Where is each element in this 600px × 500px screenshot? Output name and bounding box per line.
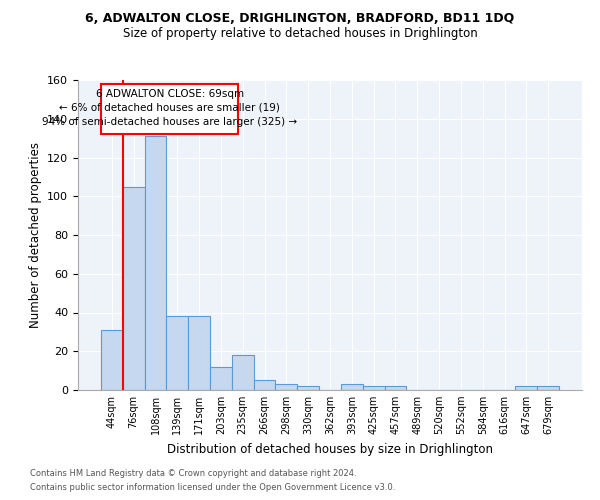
Bar [101,84,238,134]
Bar [385,386,406,390]
Bar [297,386,319,390]
Text: Size of property relative to detached houses in Drighlington: Size of property relative to detached ho… [122,28,478,40]
Bar [363,386,385,390]
Y-axis label: Number of detached properties: Number of detached properties [29,142,41,328]
Text: 6 ADWALTON CLOSE: 69sqm: 6 ADWALTON CLOSE: 69sqm [95,88,244,99]
Bar [537,386,559,390]
Bar [145,136,166,390]
Text: 6, ADWALTON CLOSE, DRIGHLINGTON, BRADFORD, BD11 1DQ: 6, ADWALTON CLOSE, DRIGHLINGTON, BRADFOR… [85,12,515,26]
Bar [210,367,232,390]
Bar [188,316,210,390]
X-axis label: Distribution of detached houses by size in Drighlington: Distribution of detached houses by size … [167,442,493,456]
Text: ← 6% of detached houses are smaller (19): ← 6% of detached houses are smaller (19) [59,102,280,113]
Bar [515,386,537,390]
Bar [232,355,254,390]
Bar [166,316,188,390]
Text: Contains HM Land Registry data © Crown copyright and database right 2024.: Contains HM Land Registry data © Crown c… [30,468,356,477]
Bar [254,380,275,390]
Bar [123,186,145,390]
Text: 94% of semi-detached houses are larger (325) →: 94% of semi-detached houses are larger (… [42,117,297,127]
Bar [275,384,297,390]
Text: Contains public sector information licensed under the Open Government Licence v3: Contains public sector information licen… [30,484,395,492]
Bar [341,384,363,390]
Bar [101,330,123,390]
